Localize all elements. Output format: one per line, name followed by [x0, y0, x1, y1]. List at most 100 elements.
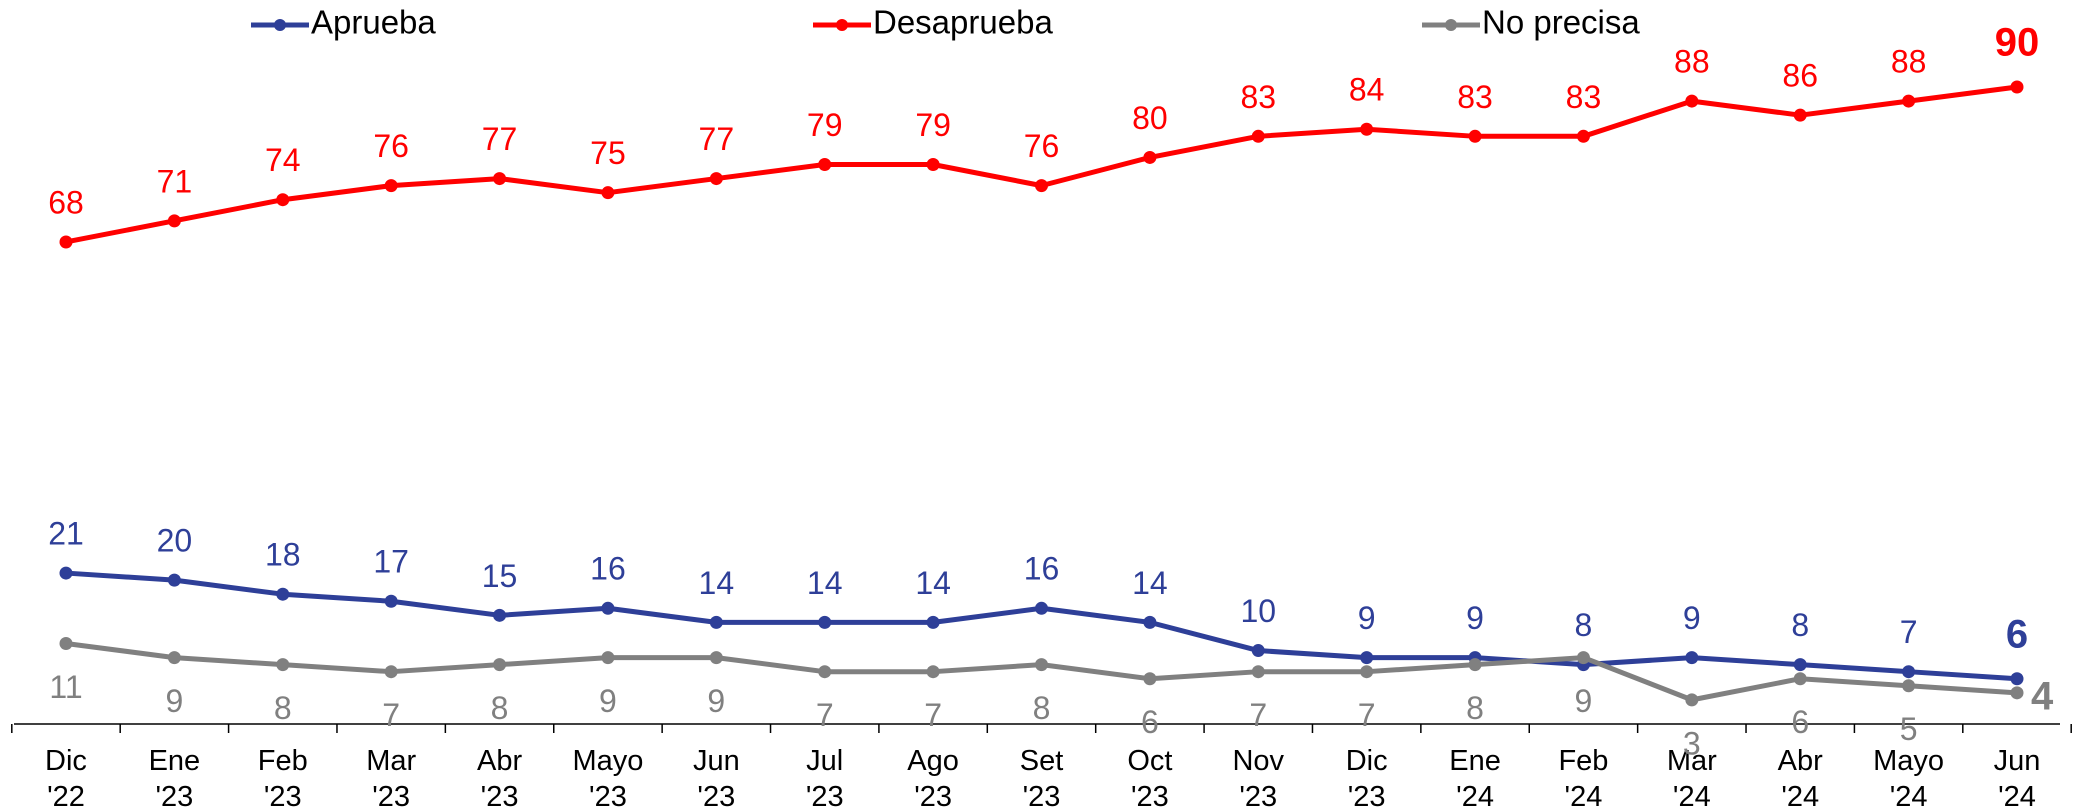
x-tick-label-line: '23: [481, 781, 519, 812]
data-point: [1793, 658, 1807, 672]
data-label: 14: [915, 565, 951, 601]
x-tick-label-line: '24: [1998, 781, 2036, 812]
x-tick-label-line: Mayo: [572, 745, 643, 777]
data-point: [493, 608, 507, 622]
data-label: 16: [1024, 551, 1060, 587]
data-label: 9: [165, 683, 183, 719]
data-label: 83: [1566, 79, 1602, 115]
data-point: [601, 186, 615, 200]
data-point: [1251, 665, 1265, 679]
data-point: [1251, 129, 1265, 143]
data-point: [709, 651, 723, 665]
legend-label: Aprueba: [311, 4, 436, 41]
data-point: [926, 157, 940, 171]
x-tick-label-line: '23: [1348, 781, 1386, 812]
x-tick-label: Nov '23: [1232, 745, 1284, 812]
x-tick-label-line: '24: [1565, 781, 1603, 812]
data-point: [1143, 672, 1157, 686]
x-tick-label: Mayo '24: [1873, 745, 1944, 812]
data-label: 9: [707, 683, 725, 719]
data-point: [167, 214, 181, 228]
data-label: 71: [157, 163, 193, 199]
data-point: [1035, 658, 1048, 672]
x-tick-label-line: '22: [47, 781, 85, 812]
data-point: [818, 157, 832, 171]
x-tick-label-line: '23: [372, 781, 410, 812]
data-point: [1793, 108, 1807, 122]
data-point: [1902, 679, 1916, 693]
data-point: [601, 651, 615, 665]
data-label: 76: [1024, 128, 1060, 164]
data-label: 18: [265, 537, 301, 573]
legend-label: No precisa: [1482, 4, 1640, 41]
x-tick-label-line: Dic: [45, 745, 87, 777]
data-label: 7: [382, 697, 400, 733]
data-point: [59, 637, 73, 651]
data-label: 7: [1249, 697, 1267, 733]
x-tick-label-line: '23: [1131, 781, 1169, 812]
x-tick-label-line: '23: [589, 781, 627, 812]
data-label: 7: [924, 697, 942, 733]
data-label: 88: [1891, 44, 1927, 80]
data-label: 7: [1900, 614, 1918, 650]
data-point: [1576, 129, 1590, 143]
data-point: [818, 615, 832, 629]
data-label: 5: [1900, 711, 1918, 747]
x-tick-label: Dic '22: [45, 745, 87, 812]
data-label: 79: [807, 107, 843, 143]
data-point: [167, 651, 181, 665]
x-tick-label-line: '24: [1890, 781, 1928, 812]
data-point: [1902, 665, 1916, 679]
x-tick-label: Dic '23: [1346, 745, 1388, 812]
data-label: 14: [807, 565, 843, 601]
data-point: [276, 193, 290, 207]
data-label: 4: [2031, 674, 2054, 718]
x-tick-label: Ene '24: [1449, 745, 1501, 812]
x-tick-label: Mar '24: [1667, 745, 1717, 812]
x-tick-label-line: '24: [1673, 781, 1711, 812]
data-label: 88: [1674, 44, 1710, 80]
data-point: [1468, 658, 1482, 672]
x-tick-label: Feb '24: [1558, 745, 1608, 812]
x-tick-label-line: '24: [1456, 781, 1494, 812]
data-label: 21: [48, 516, 84, 552]
x-tick-label-line: Mar: [1667, 745, 1717, 777]
data-label: 90: [1995, 21, 2040, 65]
data-point: [1360, 651, 1374, 665]
data-point: [1035, 179, 1048, 193]
x-tick-label: Jul '23: [806, 745, 844, 812]
legend-marker: [1445, 19, 1457, 31]
x-tick-label-line: Abr: [477, 745, 522, 777]
x-tick-label: Ago '23: [907, 745, 959, 812]
x-tick-label: Mar '23: [366, 745, 416, 812]
data-label: 9: [1575, 683, 1593, 719]
x-tick-label-line: '23: [155, 781, 193, 812]
data-label: 9: [1358, 600, 1376, 636]
data-point: [1360, 122, 1374, 136]
data-point: [709, 172, 723, 186]
data-label: 8: [491, 690, 509, 726]
data-label: 6: [2006, 612, 2028, 656]
data-point: [1143, 615, 1157, 629]
data-label: 74: [265, 142, 301, 178]
data-label: 14: [699, 565, 735, 601]
x-tick-label-line: Ene: [149, 745, 201, 777]
data-label: 6: [1791, 704, 1809, 740]
x-tick-label: Oct '23: [1127, 745, 1172, 812]
data-point: [59, 566, 73, 580]
data-label: 83: [1457, 79, 1493, 115]
x-tick-label: Mayo '23: [572, 745, 643, 812]
x-tick-label: Jun '24: [1994, 745, 2041, 812]
data-point: [1576, 651, 1590, 665]
data-point: [276, 658, 290, 672]
x-tick-label: Feb '23: [258, 745, 308, 812]
x-tick-label-line: Feb: [258, 745, 308, 777]
data-label: 7: [1358, 697, 1376, 733]
legend-marker: [836, 19, 848, 31]
data-point: [1902, 94, 1916, 108]
data-point: [384, 179, 398, 193]
data-point: [1685, 94, 1699, 108]
data-label: 10: [1240, 593, 1276, 629]
x-tick-label: Abr '23: [477, 745, 522, 812]
